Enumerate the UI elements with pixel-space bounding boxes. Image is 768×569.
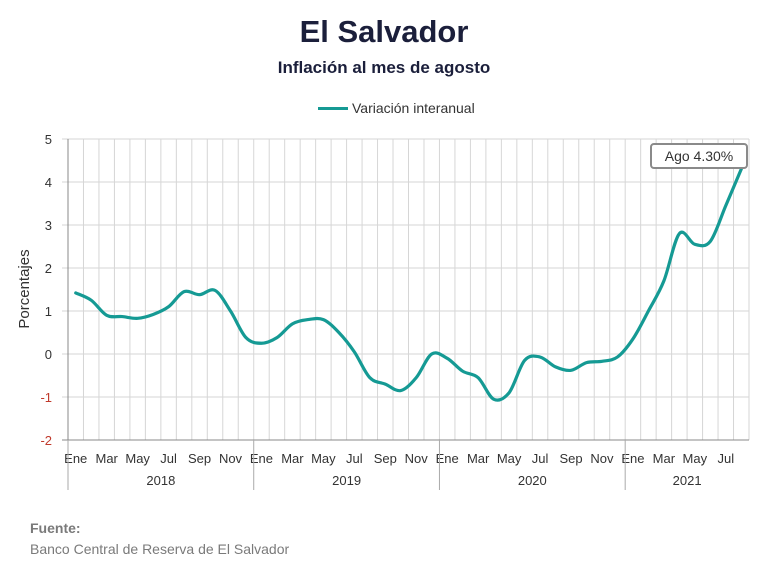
chart-subtitle: Inflación al mes de agosto	[277, 58, 491, 77]
vertical-grid	[67, 139, 750, 440]
x-tick-label: Nov	[405, 451, 429, 466]
legend: Variación interanual	[318, 100, 475, 116]
x-tick-label: Jul	[532, 451, 549, 466]
x-tick-label: Sep	[374, 451, 397, 466]
series-line	[74, 167, 743, 402]
x-tick-label: Mar	[467, 451, 490, 466]
year-label: 2021	[673, 473, 702, 488]
y-tick-labels: 5 4 3 2 1 0 -1 -2	[40, 132, 52, 448]
year-label: 2018	[146, 473, 175, 488]
y-tick-label: 3	[45, 218, 52, 233]
horizontal-grid	[62, 138, 749, 441]
annotation: Ago 4.30%	[650, 143, 748, 169]
x-tick-label: Jul	[717, 451, 734, 466]
source-label: Fuente:	[30, 520, 81, 536]
y-tick-label: 1	[45, 304, 52, 319]
y-axis-label: Porcentajes	[16, 249, 33, 328]
x-tick-label: Ene	[621, 451, 644, 466]
source-text: Banco Central de Reserva de El Salvador	[30, 541, 290, 557]
year-label: 2019	[332, 473, 361, 488]
annotation-label: Ago 4.30%	[665, 148, 734, 164]
y-tick-label: 4	[45, 175, 52, 190]
x-tick-label: Sep	[188, 451, 211, 466]
x-tick-label: Jul	[160, 451, 177, 466]
x-tick-label: May	[497, 451, 522, 466]
annotation-box	[650, 143, 748, 169]
x-tick-label: Jul	[346, 451, 363, 466]
x-tick-label: May	[311, 451, 336, 466]
y-tick-label: 2	[45, 261, 52, 276]
x-tick-label: Ene	[436, 451, 459, 466]
year-separators	[67, 440, 626, 490]
legend-label: Variación interanual	[352, 100, 475, 116]
x-tick-label: Sep	[559, 451, 582, 466]
year-labels: 2018 2019 2020 2021	[146, 473, 701, 488]
y-tick-label: -2	[40, 433, 52, 448]
legend-swatch	[318, 106, 348, 110]
x-tick-label: Mar	[95, 451, 118, 466]
x-tick-label: Ene	[64, 451, 87, 466]
x-tick-label: Ene	[250, 451, 273, 466]
x-tick-label: Mar	[281, 451, 304, 466]
x-tick-label: May	[125, 451, 150, 466]
x-tick-label: May	[683, 451, 708, 466]
x-tick-label: Nov	[590, 451, 614, 466]
x-tick-labels: Ene Mar May Jul Sep Nov Ene Mar May Jul Sep Nov Ene M…	[64, 451, 734, 466]
x-tick-label: Nov	[219, 451, 243, 466]
chart-title: El Salvador	[299, 14, 469, 49]
y-tick-label: 0	[45, 347, 52, 362]
y-tick-label: -1	[40, 390, 52, 405]
y-tick-label: 5	[45, 132, 52, 147]
x-tick-label: Mar	[653, 451, 676, 466]
year-label: 2020	[518, 473, 547, 488]
